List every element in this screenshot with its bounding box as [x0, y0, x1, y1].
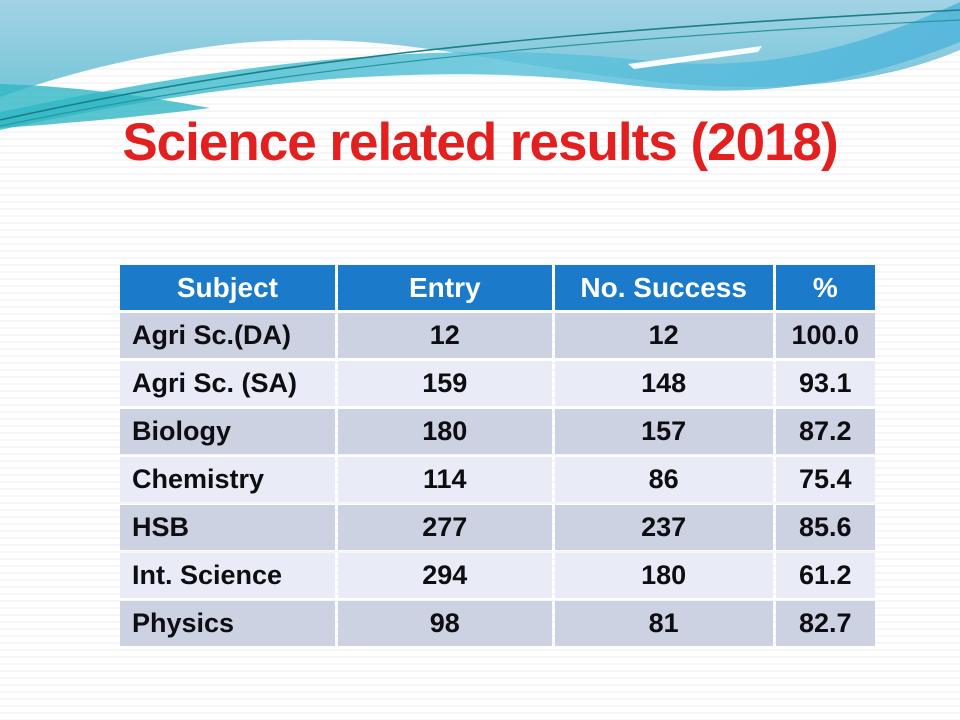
cell-success: 148 — [554, 361, 773, 406]
cell-entry: 98 — [337, 601, 552, 646]
cell-subject: Agri Sc. (SA) — [120, 361, 335, 406]
table-header-row: Subject Entry No. Success % — [120, 265, 875, 310]
column-header-percent: % — [775, 265, 875, 310]
cell-subject: Agri Sc.(DA) — [120, 313, 335, 358]
cell-percent: 75.4 — [775, 457, 875, 502]
cell-entry: 12 — [337, 313, 552, 358]
cell-percent: 61.2 — [775, 553, 875, 598]
cell-entry: 180 — [337, 409, 552, 454]
column-header-entry: Entry — [337, 265, 552, 310]
table-row: Int. Science 294 180 61.2 — [120, 553, 875, 598]
banner-line-2 — [0, 19, 960, 127]
column-header-success: No. Success — [554, 265, 773, 310]
cell-success: 81 — [554, 601, 773, 646]
banner-ribbon — [0, 2, 960, 130]
cell-success: 12 — [554, 313, 773, 358]
cell-entry: 159 — [337, 361, 552, 406]
cell-percent: 93.1 — [775, 361, 875, 406]
table-row: HSB 277 237 85.6 — [120, 505, 875, 550]
column-header-subject: Subject — [120, 265, 335, 310]
cell-percent: 85.6 — [775, 505, 875, 550]
slide-title: Science related results (2018) — [122, 113, 838, 172]
table-row: Agri Sc.(DA) 12 12 100.0 — [120, 313, 875, 358]
banner-line-1 — [0, 9, 960, 121]
cell-percent: 87.2 — [775, 409, 875, 454]
table-row: Chemistry 114 86 75.4 — [120, 457, 875, 502]
cell-entry: 277 — [337, 505, 552, 550]
table-row: Physics 98 81 82.7 — [120, 601, 875, 646]
cell-success: 237 — [554, 505, 773, 550]
cell-subject: Biology — [120, 409, 335, 454]
results-table-container: Subject Entry No. Success % Agri Sc.(DA)… — [117, 262, 881, 649]
cell-subject: Physics — [120, 601, 335, 646]
results-table: Subject Entry No. Success % Agri Sc.(DA)… — [117, 262, 878, 649]
cell-subject: Chemistry — [120, 457, 335, 502]
banner-white-streak — [628, 46, 762, 69]
banner-band — [0, 0, 960, 97]
cell-success: 157 — [554, 409, 773, 454]
cell-success: 86 — [554, 457, 773, 502]
cell-subject: HSB — [120, 505, 335, 550]
cell-entry: 114 — [337, 457, 552, 502]
cell-entry: 294 — [337, 553, 552, 598]
table-row: Biology 180 157 87.2 — [120, 409, 875, 454]
cell-percent: 100.0 — [775, 313, 875, 358]
cell-success: 180 — [554, 553, 773, 598]
cell-subject: Int. Science — [120, 553, 335, 598]
cell-percent: 82.7 — [775, 601, 875, 646]
table-row: Agri Sc. (SA) 159 148 93.1 — [120, 361, 875, 406]
